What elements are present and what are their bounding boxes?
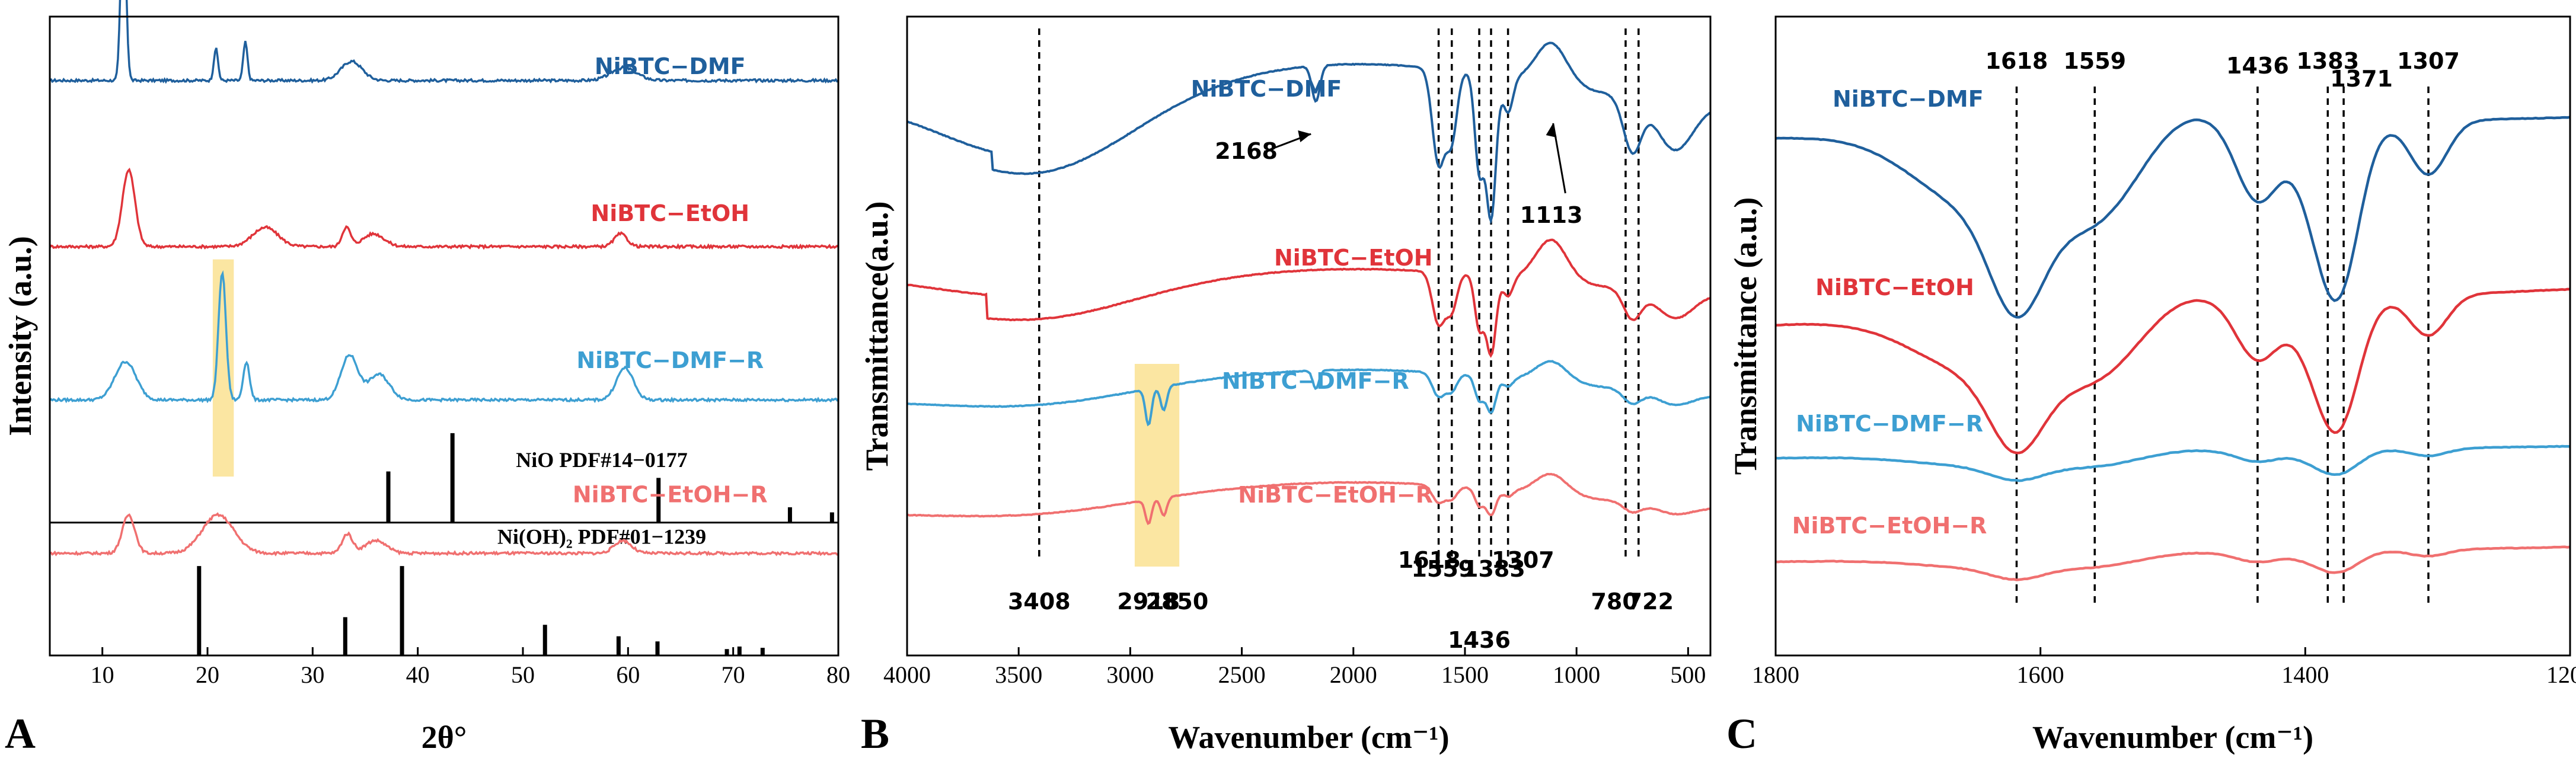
b-spectrum-nibtc−dmf−r: [906, 360, 1711, 427]
b-arrow-head: [1546, 123, 1557, 137]
b-spectrum-nibtc−etoh−r: [907, 472, 1711, 525]
a-reference-label-nioh2: Ni(OH)₂ PDF#01−1239: [497, 524, 706, 548]
b-legend-label: NiBTC−DMF: [1191, 76, 1342, 102]
a-legend-label: NiBTC−EtOH: [590, 200, 749, 226]
a-xtick-label: 20: [196, 661, 219, 688]
a-panel-letter: A: [5, 710, 36, 757]
c-peak-annotation: 1383: [2296, 48, 2359, 74]
panel-b-ftir: 4000 3500 3000 2500 2000 1500 1000 500 NiBTC−DMF…: [859, 15, 1712, 757]
c-peak-annotation: 1618: [1986, 48, 2048, 74]
a-xtick-label: 60: [616, 661, 640, 688]
c-yaxis-label: Transmittance (a.u.): [1728, 197, 1763, 475]
c-peak-annotation: 1559: [2063, 48, 2126, 74]
c-xaxis-label: Wavenumber (cm⁻¹): [2032, 719, 2313, 755]
c-peak-annotation: 1371: [2330, 66, 2393, 92]
b-peak-annotation: 722: [1627, 589, 1674, 615]
a-legend-label: NiBTC−DMF−R: [576, 347, 764, 373]
b-axes-frame: [906, 15, 1712, 657]
a-xaxis-label: 2θ°: [422, 719, 467, 755]
b-xtick-label: 3000: [1106, 661, 1154, 688]
a-xtick-label: 40: [406, 661, 430, 688]
b-peak-annotation: 2918: [1117, 589, 1180, 615]
b-xtick-label: 2000: [1330, 661, 1377, 688]
b-peak-annotation: 3408: [1008, 589, 1071, 615]
panel-c-ftir-zoom: 1800 1600 1400 1200 1618 1559 1436 138313711307…: [1726, 15, 2576, 757]
b-peak-annotation: 780: [1591, 589, 1637, 615]
a-xtick-label: 10: [91, 661, 114, 688]
b-xtick-label: 1000: [1553, 661, 1600, 688]
b-peak-annotation: 1559: [1411, 556, 1474, 582]
a-xtick-label: 50: [511, 661, 535, 688]
b-legend-label: NiBTC−EtOH: [1274, 245, 1433, 271]
b-spectrum-nibtc−etoh: [906, 238, 1711, 359]
a-axes-frame: [49, 15, 839, 657]
c-legend-label: NiBTC−DMF−R: [1796, 411, 1983, 437]
c-peak-annotation: 1436: [2226, 53, 2289, 79]
b-yaxis-label: Transmittance(a.u.): [859, 202, 895, 471]
b-xtick-label: 500: [1670, 661, 1706, 688]
a-xtick-label: 80: [826, 661, 850, 688]
c-legend-label: NiBTC−EtOH−R: [1792, 513, 1987, 539]
c-spectrum-nibtc−etoh: [1775, 287, 2571, 455]
c-panel-letter: C: [1726, 710, 1757, 757]
c-legend-label: NiBTC−EtOH: [1815, 274, 1974, 300]
a-legend-label: NiBTC−DMF: [595, 53, 746, 79]
b-arrow-head: [1298, 130, 1311, 142]
a-pattern-nibtc−dmf−r: [49, 270, 839, 404]
a-legend-label: NiBTC−EtOH−R: [573, 481, 768, 507]
c-spectrum-nibtc−dmf: [1775, 116, 2571, 319]
b-spectrum-nibtc−dmf: [906, 41, 1712, 225]
c-xtick-label: 1600: [2017, 661, 2064, 688]
a-pattern-nibtc−etoh: [49, 167, 839, 250]
a-xtick-label: 70: [722, 661, 745, 688]
a-pattern-nibtc−dmf: [49, 0, 838, 84]
b-arrow-annotation: 2168: [1215, 138, 1278, 164]
b-peak-annotation: 1436: [1448, 627, 1511, 653]
a-reference-label-nio: NiO PDF#14−0177: [516, 448, 688, 472]
a-xtick-label: 30: [301, 661, 324, 688]
b-xaxis-label: Wavenumber (cm⁻¹): [1168, 719, 1449, 755]
c-xtick-label: 1800: [1752, 661, 1799, 688]
panel-a-xrd: 10 20 30 40 50 60 70 80 NiO PDF#14−0177 Ni(OH)₂ P…: [2, 0, 850, 757]
b-xtick-label: 2500: [1218, 661, 1266, 688]
c-xtick-label: 1200: [2546, 661, 2576, 688]
b-legend-label: NiBTC−EtOH−R: [1238, 482, 1433, 508]
b-panel-letter: B: [861, 710, 889, 757]
c-spectrum-nibtc−dmf−r: [1775, 444, 2571, 482]
b-arrow-annotation: 1113: [1520, 202, 1583, 228]
b-xtick-label: 4000: [883, 661, 931, 688]
c-spectrum-nibtc−etoh−r: [1775, 545, 2571, 581]
c-axes-frame: [1774, 15, 2571, 657]
a-pattern-nibtc−etoh−r: [49, 512, 839, 556]
b-xtick-label: 1500: [1441, 661, 1489, 688]
b-legend-label: NiBTC−DMF−R: [1222, 368, 1409, 394]
a-yaxis-label: Intensity (a.u.): [2, 236, 38, 436]
b-peak-annotation: 1383: [1463, 556, 1525, 582]
b-peak-annotation: 1307: [1492, 547, 1554, 573]
c-xtick-label: 1400: [2281, 661, 2329, 688]
b-peak-annotation: 1618: [1398, 547, 1461, 573]
c-peak-annotation: 1307: [2397, 48, 2460, 74]
b-peak-annotation: 2850: [1146, 589, 1209, 615]
b-xtick-label: 3500: [995, 661, 1042, 688]
c-legend-label: NiBTC−DMF: [1833, 86, 1984, 112]
